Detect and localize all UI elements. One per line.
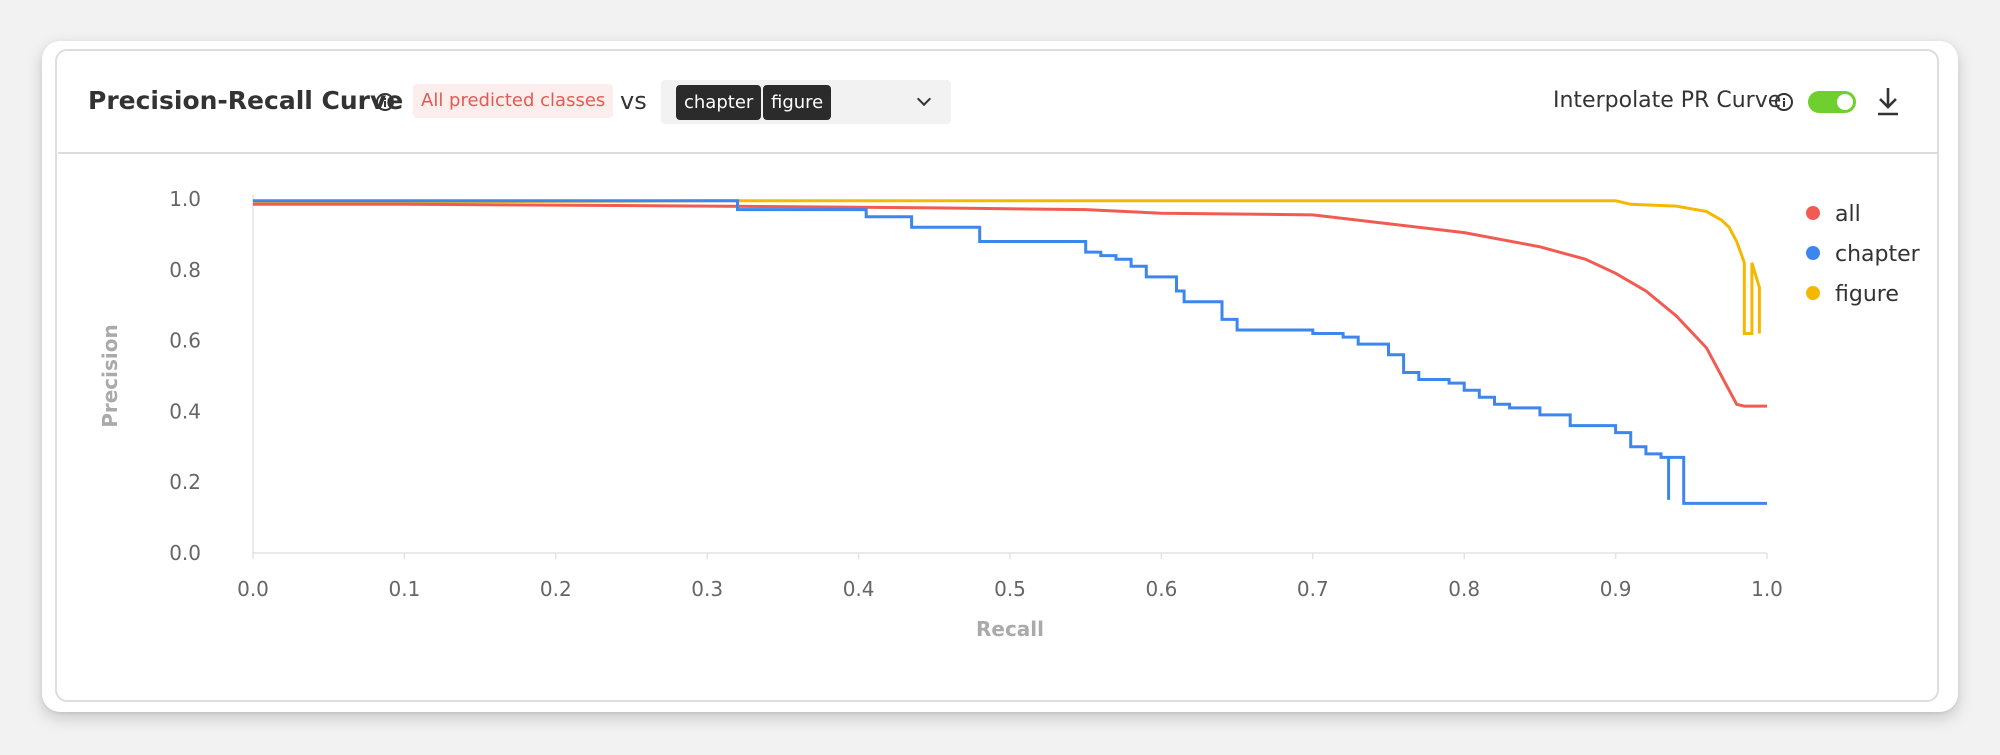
vs-label: vs [620,87,647,115]
interpolate-label: Interpolate PR Curve [1553,88,1782,113]
chart-series [252,199,1767,505]
x-axis-title: Recall [976,617,1044,641]
y-tick-label: 0.8 [169,258,201,282]
chart-card [55,49,1939,702]
y-axis-title: Precision [98,324,122,428]
interpolate-toggle[interactable] [1808,91,1856,113]
x-tick-label: 0.6 [1145,577,1177,601]
x-tick-label: 0.7 [1297,577,1329,601]
class-chip-figure[interactable]: figure [763,85,832,120]
chart-title: Precision-Recall Curve [88,86,404,115]
legend-marker-figure [1806,286,1820,300]
x-tick-label: 0.9 [1600,577,1632,601]
y-tick-label: 1.0 [169,187,201,211]
x-tick-label: 1.0 [1751,577,1783,601]
x-tick-label: 0.0 [237,577,269,601]
chart-legend: all chapter figure [1806,202,1921,307]
class-chip-chapter[interactable]: chapter [676,85,762,120]
series-line-all [253,202,1767,408]
legend-marker-all [1806,206,1820,220]
legend-label-chapter: chapter [1835,242,1921,267]
info-icon[interactable] [376,93,394,111]
y-tick-label: 0.0 [169,541,201,565]
header-divider [58,152,1938,154]
x-tick-label: 0.2 [540,577,572,601]
info-icon[interactable] [1775,93,1793,111]
x-tick-label: 0.4 [843,577,875,601]
download-icon[interactable] [1876,86,1900,116]
x-tick-label: 0.3 [691,577,723,601]
x-tick-label: 0.8 [1448,577,1480,601]
legend-label-figure: figure [1835,282,1899,307]
series-line-chapter [253,199,1767,505]
x-tick-label: 0.1 [388,577,420,601]
y-tick-label: 0.6 [169,329,201,353]
chart-axes: 0.0 0.1 0.2 0.3 0.4 0.5 0.6 0.7 0.8 0.9 1.0 0.0 0.2 0… [98,187,1783,641]
y-tick-label: 0.4 [169,399,201,423]
predicted-classes-badge[interactable]: All predicted classes [413,84,614,118]
series-line-figure [252,199,1761,335]
x-tick-label: 0.5 [994,577,1026,601]
legend-label-all: all [1835,202,1861,227]
legend-marker-chapter [1806,246,1820,260]
toggle-knob [1837,94,1853,110]
y-tick-label: 0.2 [169,470,201,494]
